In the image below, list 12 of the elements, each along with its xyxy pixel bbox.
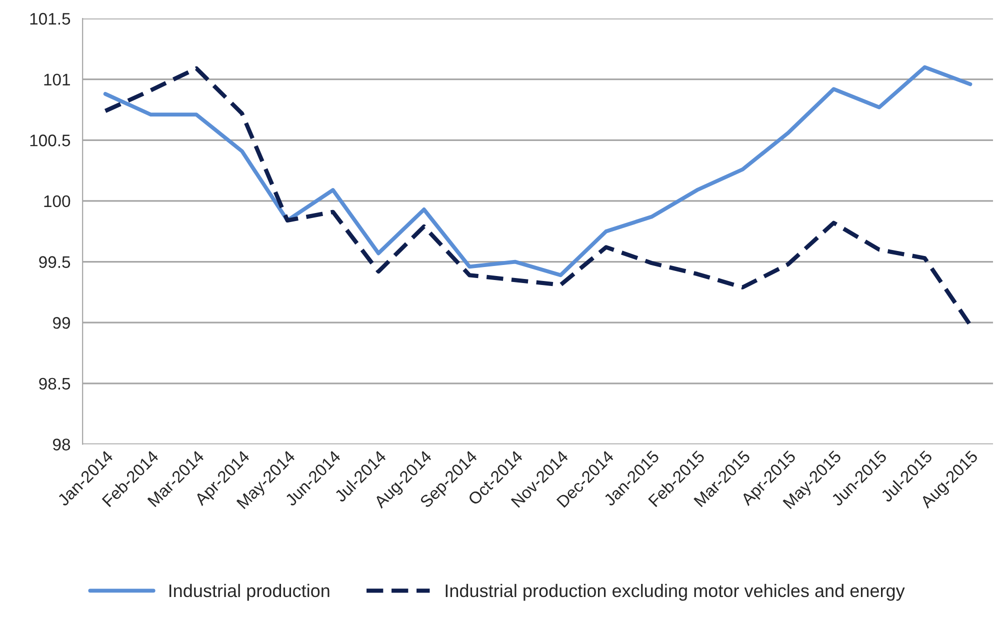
legend-label: Industrial production <box>169 584 330 601</box>
legend-label: Industrial production excluding motor vehicles and energy <box>446 584 905 601</box>
line-series <box>103 66 972 328</box>
y-tick-label: 100.5 <box>30 134 70 146</box>
y-tick-label: 98.5 <box>39 378 70 390</box>
y-tick-label: 101.5 <box>30 12 70 25</box>
y-tick-label: 101 <box>44 74 70 86</box>
y-tick-label: 99 <box>53 317 70 329</box>
y-tick-label: 98 <box>53 438 70 450</box>
y-tick-label: 99.5 <box>39 256 70 268</box>
line-series <box>103 65 972 278</box>
y-tick-label: 100 <box>44 195 70 208</box>
